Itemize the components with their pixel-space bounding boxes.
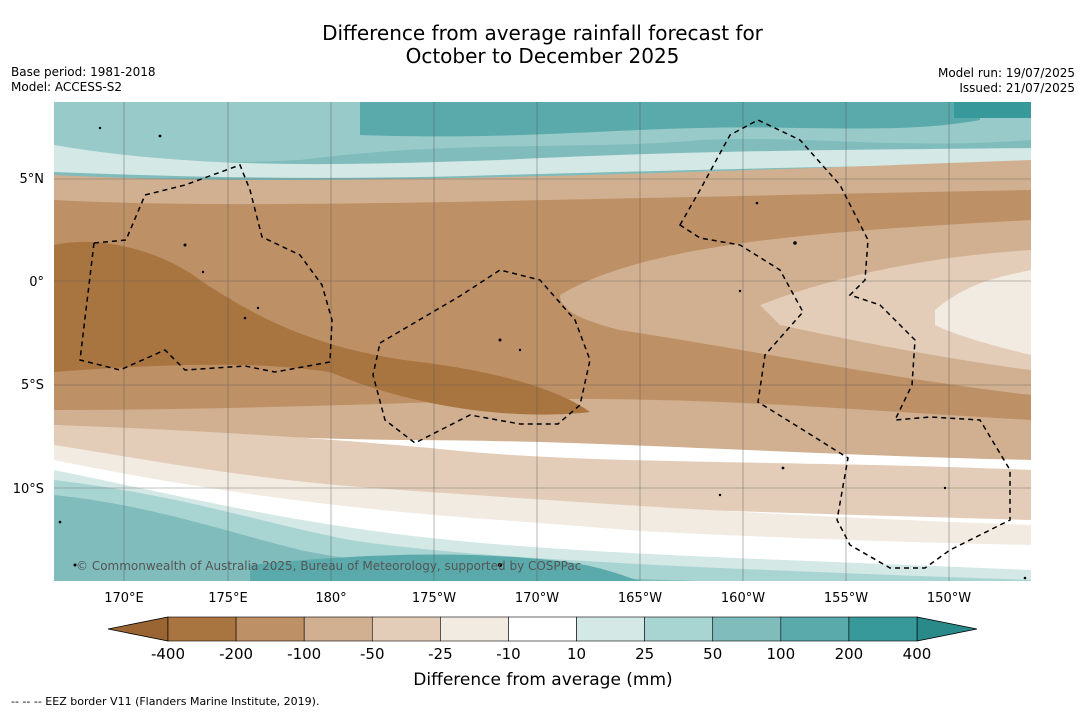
colorbar-tick-label: 100 bbox=[766, 645, 795, 663]
eez-border-kiribati-west bbox=[79, 164, 333, 373]
meta-right: Model run: 19/07/2025 Issued: 21/07/2025 bbox=[938, 66, 1075, 96]
dry-belt-east-weaker bbox=[760, 250, 1031, 370]
lon-label: 180° bbox=[315, 591, 346, 606]
wet-band-north-strong bbox=[360, 102, 980, 137]
colorbar-swatch bbox=[371, 616, 441, 642]
eez-border-kiribati-phoenix bbox=[372, 269, 591, 444]
dry-belt-strong bbox=[54, 241, 590, 415]
lon-label: 170°W bbox=[515, 591, 559, 606]
eez-legend: -- -- -- EEZ border V11 (Flanders Marine… bbox=[11, 695, 320, 708]
colorbar-tick-label: -25 bbox=[428, 645, 453, 663]
colorbar-tick-label: -10 bbox=[496, 645, 521, 663]
lat-label: 5°S bbox=[21, 378, 44, 393]
colorbar-extend-low bbox=[107, 616, 169, 642]
colorbar-swatch bbox=[780, 616, 850, 642]
lat-label: 10°S bbox=[13, 482, 44, 497]
colorbar-tick-label: -50 bbox=[360, 645, 385, 663]
south-band-neutral bbox=[54, 460, 1031, 570]
wet-band-north-weak bbox=[54, 145, 1031, 178]
base-period: Base period: 1981-2018 bbox=[11, 65, 156, 79]
colorbar-swatch bbox=[235, 616, 305, 642]
lon-label: 165°W bbox=[618, 591, 662, 606]
colorbar-swatch bbox=[576, 616, 645, 642]
lon-label: 175°E bbox=[208, 591, 248, 606]
model-run: Model run: 19/07/2025 bbox=[937, 66, 1075, 80]
title-line-1: Difference from average rainfall forecas… bbox=[322, 21, 763, 45]
lon-label: 175°W bbox=[412, 591, 456, 606]
dry-belt-east-weakest bbox=[935, 270, 1031, 355]
lon-labels: 170°E 175°E 180° 175°W 170°W 165°W 160°W… bbox=[104, 591, 971, 606]
lon-label: 150°W bbox=[927, 591, 971, 606]
south-band-dry-weakest bbox=[54, 445, 1031, 545]
islands bbox=[58, 126, 1027, 580]
lon-label: 170°E bbox=[104, 591, 144, 606]
copyright-notice: © Commonwealth of Australia 2025, Bureau… bbox=[76, 559, 581, 573]
colorbar-swatch bbox=[440, 616, 509, 642]
south-band-dry-weak bbox=[54, 425, 1031, 520]
model-name: Model: ACCESS-S2 bbox=[11, 80, 123, 94]
gridlines bbox=[54, 102, 1031, 581]
title-line-2: October to December 2025 bbox=[405, 44, 680, 68]
lon-label: 160°W bbox=[721, 591, 765, 606]
eez-border-kiribati-line bbox=[678, 119, 1011, 569]
colorbar: -400 -200 -100 -50 -25 -10 10 25 50 100 200 400 bbox=[107, 616, 978, 663]
colorbar-swatch bbox=[848, 616, 918, 642]
lon-label: 155°W bbox=[824, 591, 868, 606]
lat-label: 0° bbox=[29, 275, 44, 290]
colorbar-tick-label: 10 bbox=[567, 645, 586, 663]
south-band-wet-strong bbox=[250, 554, 640, 581]
colorbar-swatch bbox=[303, 616, 373, 642]
colorbar-swatch bbox=[712, 616, 782, 642]
issued-date: Issued: 21/07/2025 bbox=[959, 81, 1075, 95]
colorbar-tick-label: 25 bbox=[635, 645, 654, 663]
chart-title: Difference from average rainfall forecas… bbox=[0, 22, 1085, 68]
colorbar-tick-label: -200 bbox=[219, 645, 253, 663]
colorbar-title: Difference from average (mm) bbox=[413, 670, 672, 690]
eez-borders bbox=[79, 119, 1011, 569]
map-panel: © Commonwealth of Australia 2025, Bureau… bbox=[54, 102, 1031, 581]
meta-left: Base period: 1981-2018 Model: ACCESS-S2 bbox=[11, 65, 156, 95]
colorbar-tick-label: 50 bbox=[703, 645, 722, 663]
south-band-wet-moderate bbox=[54, 495, 700, 581]
colorbar-swatch bbox=[167, 616, 237, 642]
wet-band-north-max bbox=[954, 102, 1031, 118]
lat-label: 5°N bbox=[20, 172, 45, 187]
colorbar-tick-label: 200 bbox=[835, 645, 864, 663]
colorbar-tick-label: 400 bbox=[903, 645, 932, 663]
colorbar-swatch bbox=[644, 616, 714, 642]
colorbar-tick-label: -100 bbox=[287, 645, 321, 663]
colorbar-extend-high bbox=[916, 616, 978, 642]
lat-labels: 5°N 0° 5°S 10°S bbox=[13, 172, 44, 497]
colorbar-swatch bbox=[508, 616, 577, 642]
colorbar-tick-label: -400 bbox=[151, 645, 185, 663]
